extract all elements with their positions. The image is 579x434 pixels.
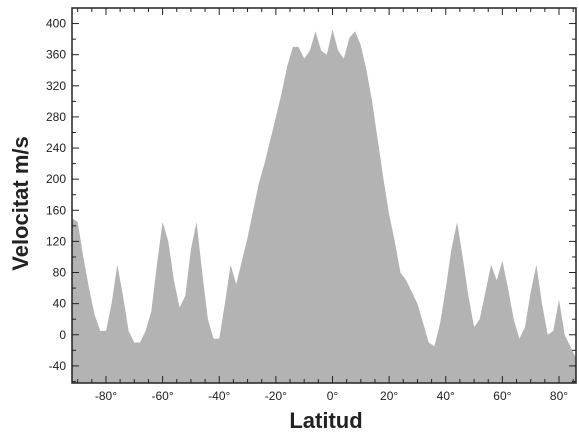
area-series-0 <box>72 29 576 384</box>
x-axis-title: Latitud <box>289 408 362 433</box>
x-axis: -80° -60° -40° -20° 0° 20° 40° 60° 80° <box>77 8 574 403</box>
y-tick-label: 0 <box>59 328 66 342</box>
x-tick-label: 60° <box>493 389 511 403</box>
y-tick-label: -40 <box>49 359 67 373</box>
y-axis-title: Velocitat m/s <box>8 136 33 271</box>
y-tick-label: 320 <box>46 79 66 93</box>
plot-area-fill <box>72 29 576 384</box>
y-tick-label: 40 <box>53 297 67 311</box>
y-tick-label: 120 <box>46 234 66 248</box>
y-tick-label: 240 <box>46 141 66 155</box>
x-tick-label: 20° <box>380 389 398 403</box>
plot-frame <box>71 7 577 384</box>
x-tick-label: -20° <box>265 389 287 403</box>
y-tick-label: 200 <box>46 172 66 186</box>
y-axis: -40 0 40 80 120 160 200 240 280 320 360 400 <box>46 7 576 382</box>
x-tick-label: -40° <box>208 389 230 403</box>
x-tick-label: 40° <box>437 389 455 403</box>
x-tick-label: -60° <box>152 389 174 403</box>
x-tick-label: -80° <box>95 389 117 403</box>
x-tick-label: 80° <box>550 389 568 403</box>
y-tick-label: 160 <box>46 203 66 217</box>
y-tick-label: 360 <box>46 48 66 62</box>
y-tick-label: 400 <box>46 17 66 31</box>
y-tick-label: 280 <box>46 110 66 124</box>
x-tick-label: 0° <box>327 389 339 403</box>
y-tick-label: 80 <box>53 266 67 280</box>
